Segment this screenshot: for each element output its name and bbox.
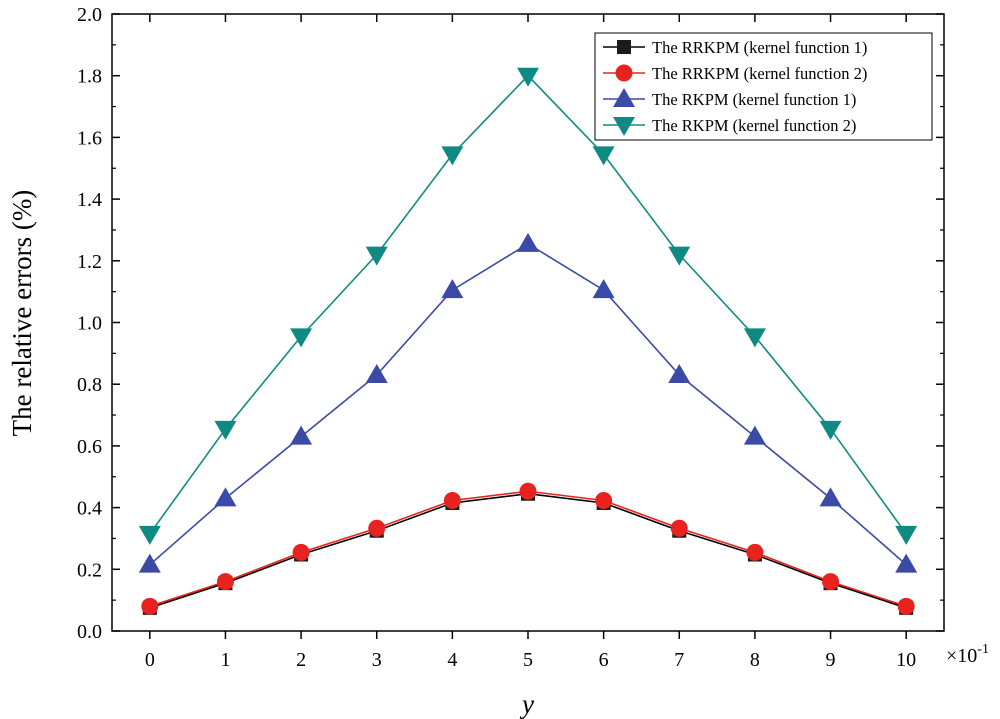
legend-item-1: The RRKPM (kernel function 1) <box>603 38 867 57</box>
x-axis-multiplier-base: ×10 <box>946 645 977 667</box>
data-point-series-2 <box>670 519 688 537</box>
data-point-series-4 <box>819 420 842 440</box>
data-point-series-3 <box>365 363 388 383</box>
x-tick-label: 9 <box>826 649 836 671</box>
x-tick-label: 6 <box>599 649 609 671</box>
legend: The RRKPM (kernel function 1) The RRKPM (… <box>594 32 933 141</box>
x-tick-label: 4 <box>447 649 457 671</box>
data-point-series-2 <box>746 543 764 561</box>
x-tick-label: 8 <box>750 649 760 671</box>
data-point-series-3 <box>441 279 464 299</box>
data-point-series-3 <box>743 425 766 445</box>
data-point-series-4 <box>214 420 237 440</box>
x-axis-ticks: 0 1 2 3 4 5 6 7 8 9 10 <box>145 14 916 671</box>
x-tick-label: 2 <box>296 649 306 671</box>
data-point-series-3 <box>668 363 691 383</box>
y-tick-label: 2.0 <box>77 4 102 26</box>
x-tick-label: 0 <box>145 649 155 671</box>
legend-marker <box>617 40 631 54</box>
y-axis-ticks: 0.0 0.2 0.4 0.6 0.8 1.0 1.2 1.4 1.6 1.8 2.0 <box>77 4 944 643</box>
legend-label: The RRKPM (kernel function 2) <box>652 64 867 83</box>
y-tick-label: 1.2 <box>77 251 102 273</box>
legend-label: The RKPM (kernel function 1) <box>652 90 856 109</box>
data-point-series-2 <box>368 519 386 537</box>
y-tick-label: 1.0 <box>77 313 102 335</box>
data-point-series-4 <box>441 146 464 166</box>
x-tick-label: 10 <box>896 649 916 671</box>
y-tick-label: 1.8 <box>77 66 102 88</box>
data-point-series-4 <box>592 146 615 166</box>
data-point-series-2 <box>519 482 537 500</box>
y-tick-label: 0.2 <box>77 559 102 581</box>
y-tick-label: 1.4 <box>77 189 102 211</box>
x-tick-label: 3 <box>372 649 382 671</box>
y-tick-label: 1.6 <box>77 127 102 149</box>
data-point-series-4 <box>138 525 161 545</box>
data-point-series-2 <box>216 573 234 591</box>
y-tick-label: 0.4 <box>77 498 102 520</box>
series-1 <box>142 486 914 615</box>
y-tick-label: 0.6 <box>77 436 102 458</box>
data-point-series-2 <box>897 597 915 615</box>
legend-marker <box>613 88 635 107</box>
y-tick-label: 0.8 <box>77 374 102 396</box>
data-point-series-2 <box>822 573 840 591</box>
data-point-series-2 <box>141 597 159 615</box>
data-point-series-4 <box>668 246 691 266</box>
data-point-series-4 <box>743 328 766 348</box>
data-point-series-3 <box>592 279 615 299</box>
x-tick-label: 5 <box>523 649 533 671</box>
data-point-series-3 <box>819 487 842 507</box>
series-2 <box>141 482 915 615</box>
data-point-series-2 <box>292 543 310 561</box>
data-point-series-2 <box>443 492 461 510</box>
data-point-series-4 <box>290 328 313 348</box>
data-point-series-3 <box>290 425 313 445</box>
x-tick-label: 7 <box>674 649 684 671</box>
legend-marker <box>613 117 635 136</box>
series-line-2 <box>149 490 907 608</box>
legend-box <box>594 32 933 141</box>
legend-label: The RRKPM (kernel function 1) <box>652 38 867 57</box>
data-point-series-3 <box>214 487 237 507</box>
y-axis-title: The relative errors (%) <box>7 190 37 437</box>
legend-marker <box>615 64 633 82</box>
x-axis-multiplier-exponent: -1 <box>977 642 989 657</box>
y-tick-label: 0.0 <box>77 621 102 643</box>
legend-item-4: The RKPM (kernel function 2) <box>603 116 856 136</box>
series-line-4 <box>149 74 907 535</box>
data-point-series-4 <box>895 525 918 545</box>
x-axis-multiplier: ×10-1 <box>946 642 989 667</box>
data-point-series-3 <box>138 553 161 573</box>
data-point-series-3 <box>517 232 539 252</box>
series-line-1 <box>149 492 907 609</box>
legend-item-2: The RRKPM (kernel function 2) <box>603 64 867 83</box>
series-4 <box>138 67 918 545</box>
series-line-3 <box>149 242 907 566</box>
legend-item-3: The RKPM (kernel function 1) <box>603 88 856 109</box>
series-layer <box>138 67 918 615</box>
x-tick-label: 1 <box>220 649 230 671</box>
data-point-series-3 <box>895 553 918 573</box>
x-axis-title: y <box>519 689 534 719</box>
data-point-series-2 <box>595 492 613 510</box>
legend-label: The RKPM (kernel function 2) <box>652 116 856 135</box>
data-point-series-4 <box>365 246 388 266</box>
data-point-series-4 <box>517 67 539 87</box>
series-3 <box>138 232 918 573</box>
